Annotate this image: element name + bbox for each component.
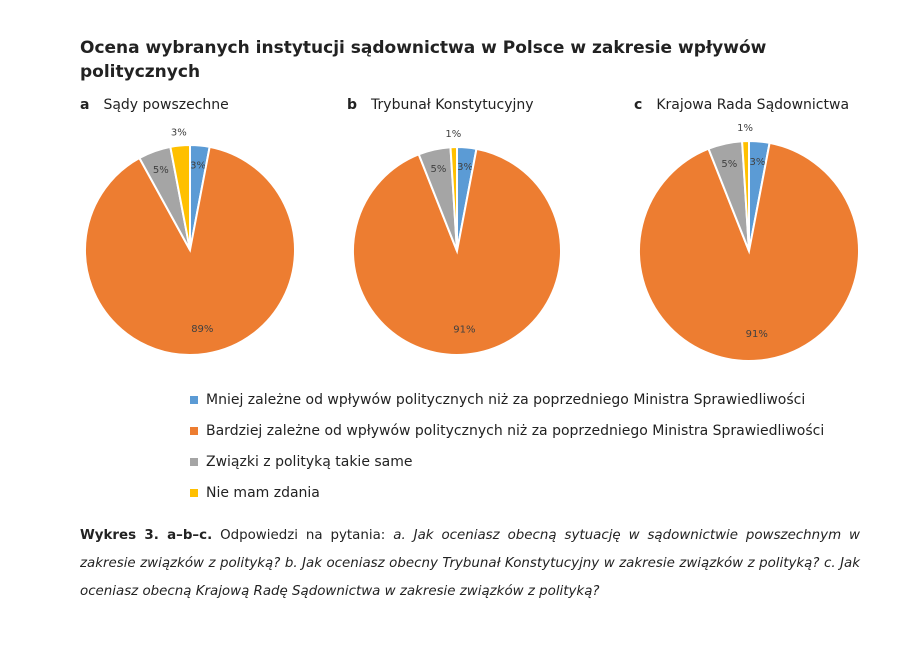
- chart-title: Ocena wybranych instytucji sądownictwa w…: [80, 38, 767, 82]
- legend-item: Bardziej zależne od wpływów politycznych…: [190, 415, 824, 446]
- legend: Mniej zależne od wpływów politycznych ni…: [190, 384, 824, 508]
- data-label: 3%: [171, 128, 187, 139]
- subtitle-c: c Krajowa Rada Sądownictwa: [634, 97, 850, 113]
- data-label: 91%: [453, 325, 475, 336]
- data-label: 1%: [737, 123, 753, 134]
- pie-slice: [449, 145, 458, 252]
- data-label: 3%: [457, 162, 473, 173]
- data-label: 3%: [750, 157, 766, 168]
- pie-charts: 3% 89% 5% 3% 3% 91% 5% 1% 3% 91% 5% 1%: [84, 123, 860, 362]
- data-label: 5%: [153, 165, 169, 176]
- data-label: 1%: [445, 129, 461, 140]
- subtitle-a: a Sądy powszechne: [80, 97, 229, 113]
- legend-item: Nie mam zdania: [190, 477, 824, 508]
- data-label: 3%: [190, 160, 206, 171]
- pie-slice: [741, 139, 750, 252]
- pie-slice: [84, 145, 296, 356]
- legend-item: Związki z polityką takie same: [190, 446, 824, 477]
- data-label: 89%: [191, 324, 213, 335]
- pie-slice: [169, 143, 191, 251]
- figure-caption: Wykres 3. a–b–c. Odpowiedzi na pytania: …: [80, 528, 860, 599]
- data-label: 91%: [746, 329, 768, 340]
- legend-item: Mniej zależne od wpływów politycznych ni…: [190, 384, 824, 415]
- pie-slice: [638, 141, 860, 362]
- data-label: 5%: [430, 164, 446, 175]
- subtitle-b: b Trybunał Konstytucyjny: [347, 97, 534, 113]
- pie-slice: [352, 147, 562, 356]
- data-label: 5%: [721, 159, 737, 170]
